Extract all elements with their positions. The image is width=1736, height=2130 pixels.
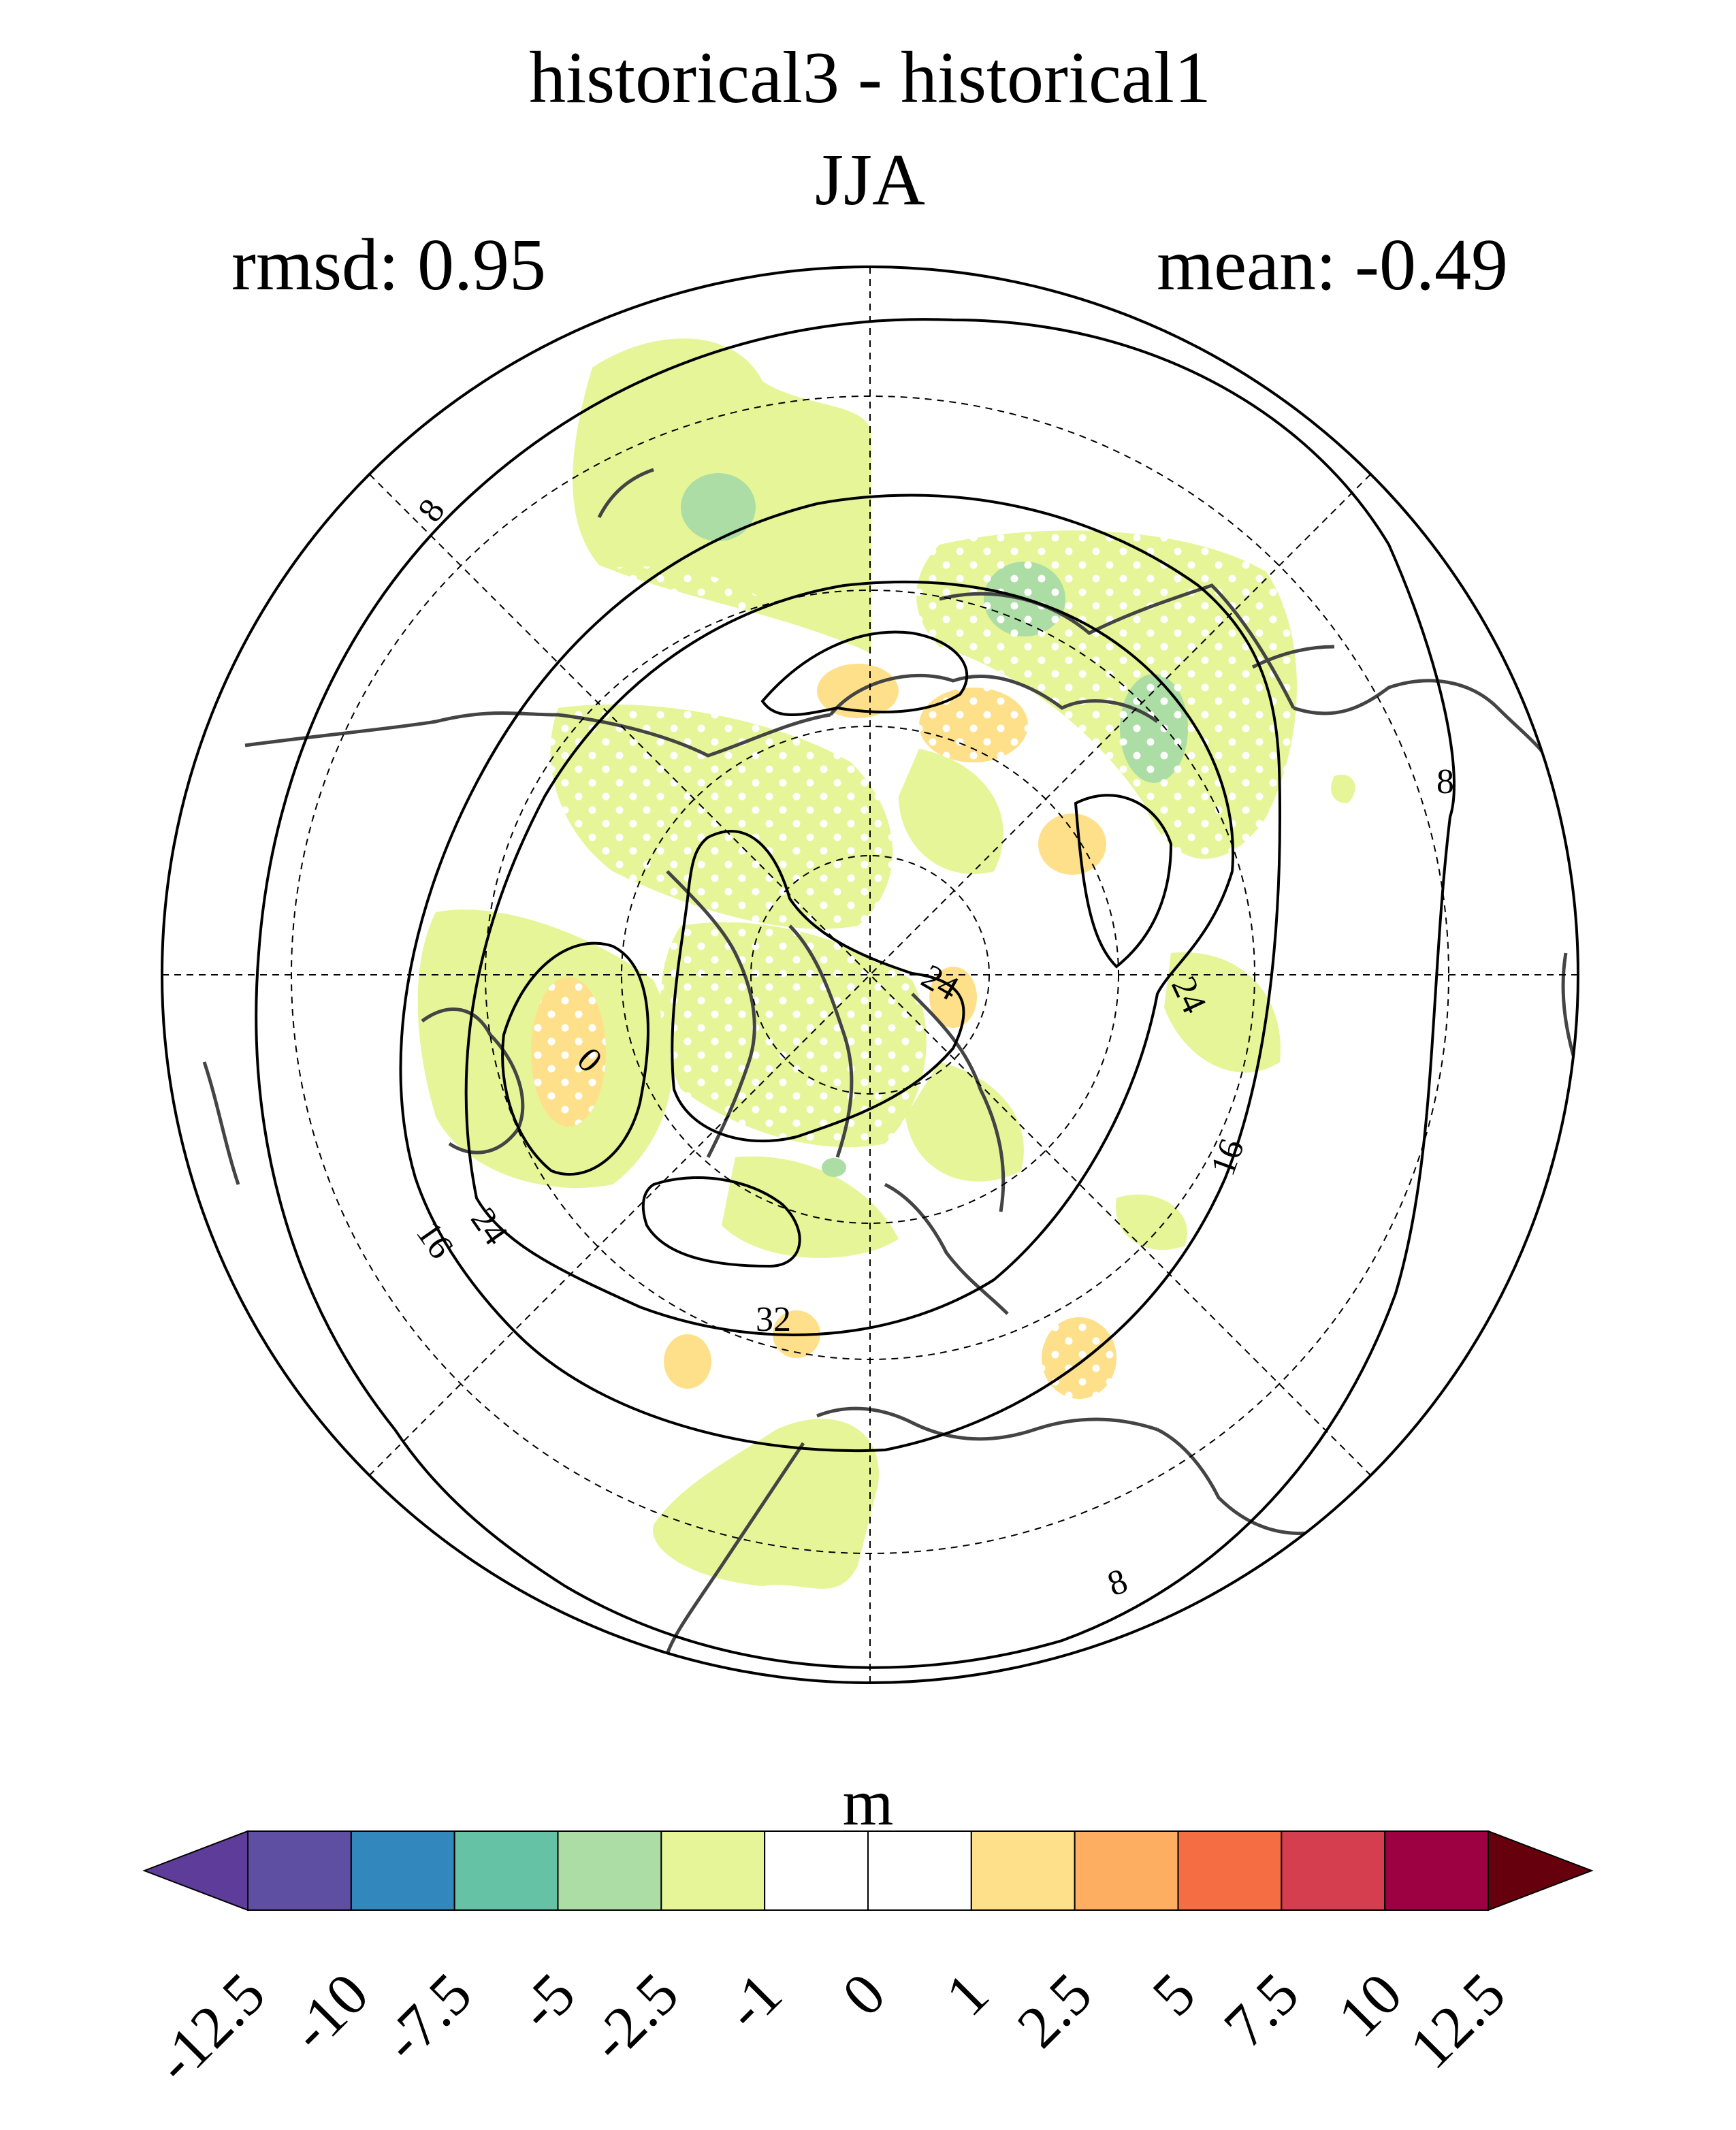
- title-line2: JJA: [815, 140, 925, 221]
- mean-label: mean: -0.49: [1157, 225, 1508, 306]
- contour-lines: [255, 318, 1456, 1669]
- colorbar-boxes: [247, 1830, 1489, 1911]
- colorbar-box: [1074, 1830, 1179, 1911]
- colorbar-high-triangle: [1488, 1830, 1594, 1911]
- contour-label-24-sw: 24: [463, 1201, 515, 1252]
- title-line1: historical3 - historical1: [529, 37, 1211, 118]
- colorbar-tick-label: -7.5: [371, 1961, 485, 2075]
- colorbar-box: [867, 1830, 972, 1911]
- graticule: [162, 267, 1578, 1683]
- colorbar-tick-label: -2.5: [577, 1961, 691, 2075]
- colorbar-tick-label: -12.5: [143, 1961, 278, 2096]
- contour-label-32: 32: [756, 1300, 791, 1339]
- contour-label-16-sw: 16: [408, 1214, 461, 1265]
- colorbar-tick-label: 2.5: [1005, 1961, 1104, 2061]
- contour-label-8-nw: 8: [411, 492, 453, 529]
- colorbar-unit: m: [843, 1766, 894, 1839]
- map-boundary: [161, 265, 1579, 1684]
- colorbar-box: [350, 1830, 455, 1911]
- colorbar-box: [660, 1830, 766, 1911]
- colorbar-tick-label: -10: [278, 1961, 381, 2065]
- polar-map: 8 8 8 16 16 24 24 24 32 0: [161, 265, 1579, 1684]
- colorbar-tick-label: -5: [506, 1961, 588, 2043]
- colorbar-box: [453, 1830, 559, 1911]
- colorbar-tick-label: 0: [830, 1961, 898, 2029]
- colorbar-box: [1177, 1830, 1283, 1911]
- contour-label-8-s: 8: [1103, 1562, 1133, 1604]
- colorbar-box: [557, 1830, 662, 1911]
- colorbar-low-triangle: [142, 1830, 248, 1911]
- significance-stippling: [531, 530, 1297, 1399]
- rmsd-label: rmsd: 0.95: [231, 225, 546, 306]
- colorbar-tick-label: 7.5: [1212, 1961, 1311, 2061]
- contour-label-16-se: 16: [1204, 1134, 1252, 1180]
- colorbar-tick-label: 5: [1140, 1961, 1208, 2029]
- colorbar-box: [1384, 1830, 1489, 1911]
- colorbar-box: [970, 1830, 1076, 1911]
- colorbar-tick-label: 1: [933, 1961, 1001, 2029]
- colorbar-tick-label: 12.5: [1398, 1961, 1518, 2082]
- colorbar-box: [764, 1830, 869, 1911]
- colorbar-tick-label: -1: [713, 1961, 794, 2043]
- colorbar-box: [1281, 1830, 1386, 1911]
- colorbar-box: [247, 1830, 352, 1911]
- contour-label-8-e: 8: [1436, 762, 1454, 801]
